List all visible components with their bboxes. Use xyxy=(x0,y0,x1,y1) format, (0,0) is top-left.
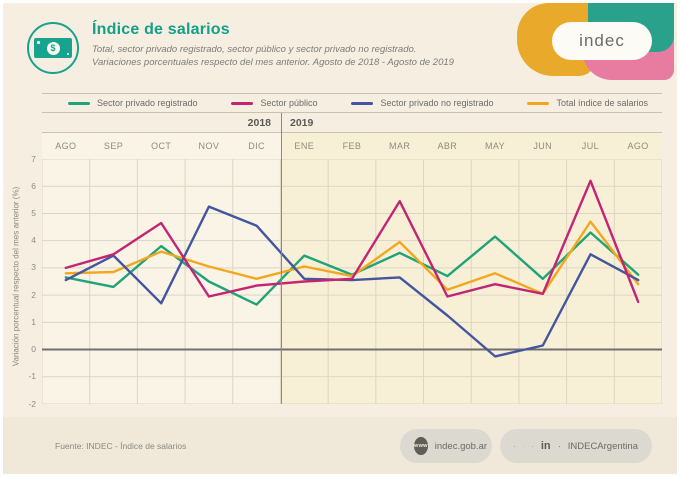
y-tick-label: 2 xyxy=(31,289,36,300)
plot-background-2018 xyxy=(42,133,281,404)
legend-line-swatch xyxy=(527,101,550,105)
month-label: NOV xyxy=(198,141,220,151)
x-axis-month-labels: AGO SEP OCT NOV DIC ENE FEB MAR ABR MAY JUN JUL AGO xyxy=(42,133,662,159)
month-label: JUL xyxy=(581,141,600,151)
subtitle-line-2: Variaciones porcentuales respecto del me… xyxy=(92,57,454,68)
www-globe-icon: www xyxy=(414,437,428,455)
instagram-icon xyxy=(531,445,533,447)
y-tick-label: 7 xyxy=(31,153,36,164)
y-tick-label: -2 xyxy=(28,398,36,409)
legend-item-2: Sector público xyxy=(231,98,318,108)
legend-line-swatch xyxy=(351,101,374,105)
month-label: JUN xyxy=(533,141,553,151)
legend-label: Sector privado registrado xyxy=(97,98,198,108)
money-bill-icon: $ xyxy=(27,22,79,74)
twitter-icon xyxy=(514,445,515,447)
series-line-3 xyxy=(64,205,640,358)
legend-label: Sector privado no registrado xyxy=(380,98,494,108)
youtube-icon xyxy=(558,445,560,447)
indec-wordmark: indec xyxy=(552,22,652,60)
month-label: MAR xyxy=(389,141,411,151)
chart-legend: Sector privado registrado Sector público S… xyxy=(42,93,662,113)
legend-item-3: Sector privado no registrado xyxy=(351,98,494,108)
dollar-sign-icon: $ xyxy=(46,41,60,55)
legend-label: Total índice de salarios xyxy=(556,98,648,108)
month-label: OCT xyxy=(151,141,172,151)
y-tick-label: 5 xyxy=(31,207,36,218)
year-label-2018: 2018 xyxy=(247,117,271,129)
social-media-pill[interactable]: in INDECArgentina xyxy=(500,429,652,463)
legend-label: Sector público xyxy=(260,98,318,108)
month-label: FEB xyxy=(342,141,362,151)
legend-item-4: Total índice de salarios xyxy=(527,98,648,108)
facebook-icon xyxy=(523,445,524,447)
footer-bar: Fuente: INDEC - Índice de salarios www i… xyxy=(0,417,680,477)
legend-line-swatch xyxy=(68,101,90,105)
series-line-2 xyxy=(64,179,640,304)
month-label: ABR xyxy=(437,141,458,151)
series-line-4 xyxy=(64,220,640,296)
month-label: DIC xyxy=(248,141,265,151)
indec-logo: indec xyxy=(512,3,677,80)
website-url: indec.gob.ar xyxy=(434,440,488,452)
year-divider-line xyxy=(280,113,282,404)
y-tick-label: 4 xyxy=(31,235,36,246)
year-row: 2018 2019 xyxy=(42,113,662,133)
banknote-icon: $ xyxy=(34,38,72,58)
y-axis-title: Variación porcentual respecto del mes an… xyxy=(11,186,21,367)
y-tick-label: 6 xyxy=(31,180,36,191)
legend-line-swatch xyxy=(231,101,254,105)
month-label: MAY xyxy=(485,141,506,151)
y-tick-label: 0 xyxy=(31,344,36,355)
y-tick-label: 1 xyxy=(31,316,36,327)
month-label: SEP xyxy=(103,141,124,151)
year-label-2019: 2019 xyxy=(290,117,314,129)
y-tick-label: 3 xyxy=(31,262,36,273)
social-handle: INDECArgentina xyxy=(567,440,638,452)
month-label: AGO xyxy=(627,141,649,151)
website-pill[interactable]: www indec.gob.ar xyxy=(400,429,492,463)
month-label: AGO xyxy=(55,141,77,151)
line-chart xyxy=(42,159,662,404)
source-note: Fuente: INDEC - Índice de salarios xyxy=(55,441,187,451)
subtitle-line-1: Total, sector privado registrado, sector… xyxy=(92,44,417,55)
month-label: ENE xyxy=(294,141,315,151)
legend-item-1: Sector privado registrado xyxy=(68,98,198,108)
page-title: Índice de salarios xyxy=(92,21,230,38)
y-tick-label: -1 xyxy=(28,371,36,382)
linkedin-icon: in xyxy=(540,439,551,452)
